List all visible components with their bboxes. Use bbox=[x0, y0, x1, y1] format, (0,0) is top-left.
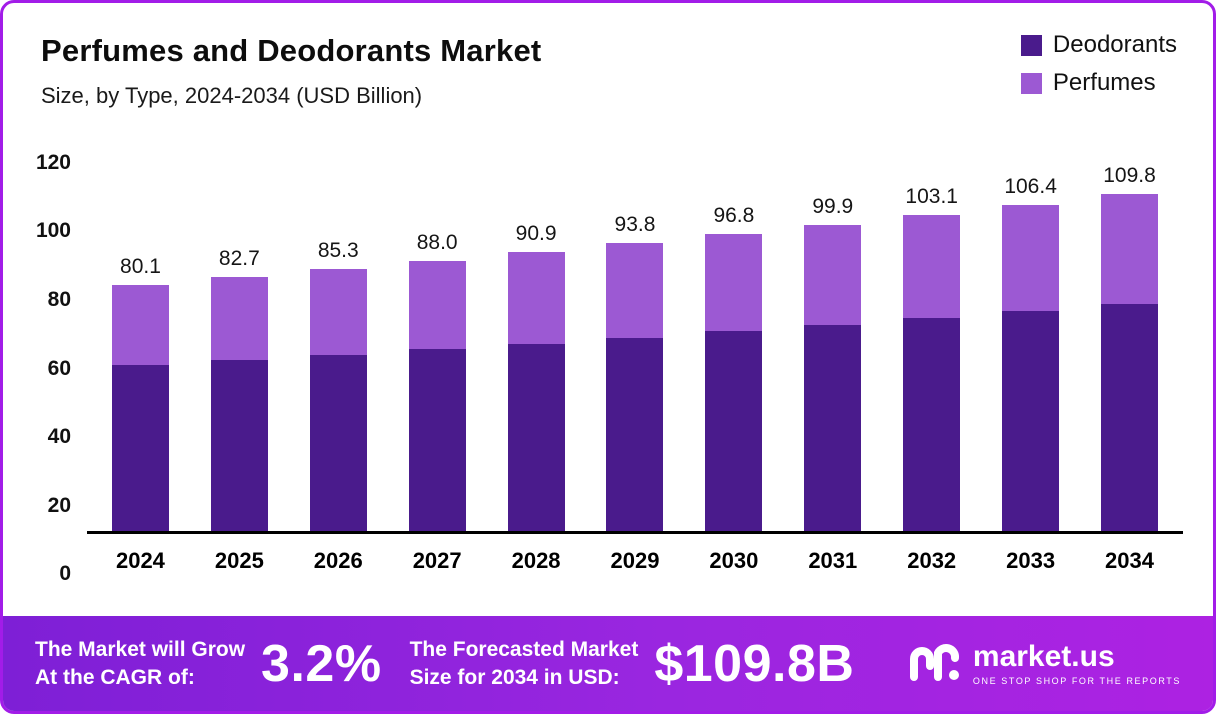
bar-total-label: 96.8 bbox=[713, 204, 755, 228]
legend-item-deodorants: Deodorants bbox=[1020, 31, 1177, 59]
bar-segment-perfumes bbox=[1002, 204, 1060, 312]
brand-tagline: ONE STOP SHOP FOR THE REPORTS bbox=[972, 675, 1181, 686]
y-tick-label: 0 bbox=[59, 562, 71, 585]
bar-segment-perfumes bbox=[111, 285, 169, 366]
forecast-label: The Forecasted Market Size for 2034 in U… bbox=[410, 636, 639, 691]
bar-total-label: 103.1 bbox=[905, 184, 958, 208]
x-tick-label: 2032 bbox=[907, 548, 957, 573]
bar-group-2033: 106.4 bbox=[981, 163, 1080, 531]
bar-segment-deodorants bbox=[507, 343, 565, 531]
bar-group-2028: 90.9 bbox=[487, 163, 586, 531]
bar-group-2032: 103.1 bbox=[882, 163, 981, 531]
bar-segment-perfumes bbox=[705, 234, 763, 332]
bar-segment-deodorants bbox=[705, 331, 763, 531]
cagr-label-line2: At the CAGR of: bbox=[35, 665, 195, 689]
x-tick-label: 2024 bbox=[115, 548, 165, 573]
brand-logo: market.us ONE STOP SHOP FOR THE REPORTS bbox=[907, 638, 1181, 689]
bar-total-label: 80.1 bbox=[120, 255, 161, 279]
forecast-value: $109.8B bbox=[654, 634, 855, 693]
x-tick-label: 2030 bbox=[709, 548, 759, 573]
bar-segment-deodorants bbox=[111, 365, 169, 531]
bar-segment-perfumes bbox=[408, 261, 466, 350]
legend-label: Deodorants bbox=[1052, 31, 1177, 58]
bar-group-2025: 82.7 bbox=[190, 163, 289, 531]
x-tick-label: 2028 bbox=[511, 548, 561, 573]
x-tick-label: 2026 bbox=[313, 548, 363, 573]
forecast-label-line1: The Forecasted Market bbox=[409, 638, 639, 662]
cagr-value: 3.2% bbox=[261, 634, 382, 693]
x-axis-labels: 2024 2025 2026 2027 2028 2029 2030 2031 2032 2033… bbox=[87, 548, 1183, 574]
bar-group-2029: 93.8 bbox=[586, 163, 685, 531]
bar-segment-perfumes bbox=[804, 224, 862, 325]
forecast-label-line2: Size for 2034 in USD: bbox=[409, 665, 620, 689]
bar-total-label: 88.0 bbox=[416, 231, 458, 255]
y-tick-label: 20 bbox=[47, 493, 71, 517]
bar-segment-deodorants bbox=[309, 354, 367, 531]
bar-total-label: 99.9 bbox=[812, 194, 854, 218]
bar-segment-deodorants bbox=[804, 324, 862, 531]
brand-name: market.us bbox=[972, 639, 1115, 673]
y-axis: 0 20 40 60 80 100 120 bbox=[23, 151, 87, 585]
bar-segment-deodorants bbox=[1002, 311, 1060, 531]
bar-segment-deodorants bbox=[1101, 303, 1159, 531]
bar-group-2024: 80.1 bbox=[91, 163, 190, 531]
bar-total-label: 93.8 bbox=[614, 213, 656, 237]
bar-total-label: 82.7 bbox=[218, 247, 260, 271]
bar-segment-perfumes bbox=[903, 214, 961, 318]
bar-group-2034: 109.8 bbox=[1080, 163, 1179, 531]
market-us-logo-icon bbox=[907, 638, 961, 689]
y-tick-label: 60 bbox=[47, 356, 71, 380]
legend-swatch-perfumes bbox=[1020, 72, 1042, 94]
y-tick-label: 120 bbox=[35, 151, 71, 174]
y-tick-label: 80 bbox=[47, 287, 71, 311]
chart-title: Perfumes and Deodorants Market bbox=[41, 33, 542, 68]
x-tick-label: 2034 bbox=[1105, 548, 1154, 573]
bar-total-label: 90.9 bbox=[515, 222, 557, 246]
bar-total-label: 106.4 bbox=[1004, 174, 1057, 198]
bar-segment-perfumes bbox=[309, 269, 367, 355]
bar-total-label: 109.8 bbox=[1103, 164, 1156, 188]
cagr-label: The Market will Grow At the CAGR of: bbox=[35, 636, 245, 691]
bar-segment-deodorants bbox=[210, 359, 268, 531]
bar-segment-perfumes bbox=[507, 252, 565, 344]
cagr-label-line1: The Market will Grow bbox=[35, 638, 246, 662]
y-tick-label: 40 bbox=[47, 424, 71, 448]
bar-group-2031: 99.9 bbox=[783, 163, 882, 531]
y-tick-label: 100 bbox=[35, 219, 71, 243]
x-tick-label: 2027 bbox=[412, 548, 462, 573]
legend-item-perfumes: Perfumes bbox=[1020, 69, 1177, 97]
legend: Deodorants Perfumes bbox=[1020, 27, 1177, 97]
bar-segment-deodorants bbox=[606, 337, 664, 531]
x-tick-label: 2029 bbox=[610, 548, 660, 573]
bar-segment-perfumes bbox=[606, 243, 664, 338]
bar-group-2026: 85.3 bbox=[289, 163, 388, 531]
x-tick-label: 2031 bbox=[808, 548, 858, 573]
bar-segment-deodorants bbox=[903, 317, 961, 531]
bar-group-2027: 88.0 bbox=[388, 163, 487, 531]
x-tick-label: 2025 bbox=[214, 548, 264, 573]
bar-segment-perfumes bbox=[1101, 194, 1159, 304]
plot-wrap: 80.1 82.7 85.3 88.0 90.9 93.8 96.8 99.9 103.1 106… bbox=[87, 163, 1183, 574]
chart-subtitle: Size, by Type, 2024-2034 (USD Billion) bbox=[41, 83, 423, 108]
chart-area: 0 20 40 60 80 100 120 80.1 82.7 85.3 88.0 90.9 93.8… bbox=[23, 151, 1183, 585]
bar-segment-deodorants bbox=[408, 349, 466, 531]
bar-group-2030: 96.8 bbox=[684, 163, 783, 531]
bar-segment-perfumes bbox=[210, 277, 268, 360]
legend-label: Perfumes bbox=[1052, 69, 1156, 96]
legend-swatch-deodorants bbox=[1020, 34, 1042, 56]
chart-header: Perfumes and Deodorants Market Size, by … bbox=[3, 3, 1213, 109]
footer-banner: The Market will Grow At the CAGR of: 3.2… bbox=[3, 616, 1213, 711]
plot-area: 80.1 82.7 85.3 88.0 90.9 93.8 96.8 99.9 103.1 106… bbox=[87, 163, 1183, 534]
x-tick-label: 2033 bbox=[1006, 548, 1056, 573]
bar-total-label: 85.3 bbox=[317, 239, 359, 263]
brand-text-block: market.us ONE STOP SHOP FOR THE REPORTS bbox=[972, 639, 1181, 686]
title-block: Perfumes and Deodorants Market Size, by … bbox=[41, 27, 541, 109]
